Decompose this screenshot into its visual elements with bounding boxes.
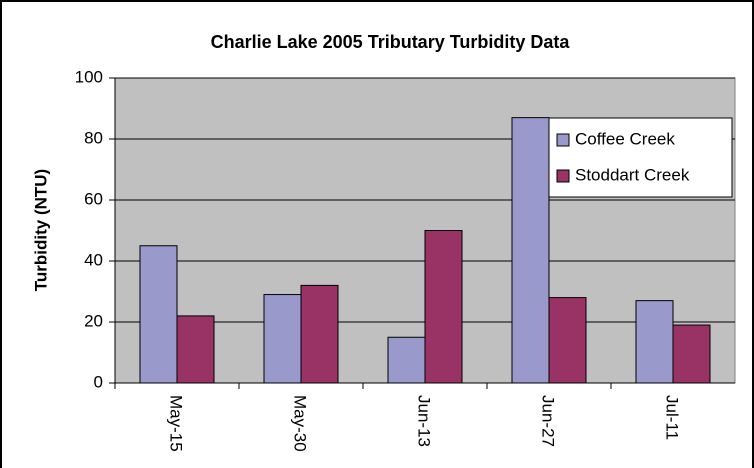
y-tick-label: 80	[84, 128, 103, 147]
legend-swatch	[556, 169, 570, 183]
y-tick-label: 20	[84, 311, 103, 330]
y-tick-label: 100	[75, 67, 103, 86]
bar	[387, 336, 426, 384]
y-axis-title: Turbidity (NTU)	[31, 169, 50, 291]
legend-swatch	[556, 133, 570, 147]
bar	[511, 117, 550, 384]
y-tick-label: 40	[84, 250, 103, 269]
legend-label: Coffee Creek	[575, 129, 675, 148]
y-tick-label: 60	[84, 189, 103, 208]
legend-box	[548, 117, 733, 198]
x-tick-label: Jul-11	[663, 395, 682, 440]
bar	[635, 300, 674, 384]
bar	[263, 294, 302, 384]
x-tick-label: Jun-27	[539, 395, 558, 447]
legend-label: Stoddart Creek	[575, 165, 690, 184]
x-tick-label: May-15	[167, 395, 186, 452]
bar	[176, 315, 215, 384]
bar	[672, 324, 711, 384]
bar	[548, 297, 587, 384]
y-tick-label: 0	[94, 372, 103, 391]
bar	[300, 284, 339, 384]
x-tick-label: Jun-13	[415, 395, 434, 447]
bar	[139, 245, 178, 384]
chart-title: Charlie Lake 2005 Tributary Turbidity Da…	[211, 32, 571, 52]
x-tick-label: May-30	[291, 395, 310, 452]
bar	[424, 230, 463, 384]
